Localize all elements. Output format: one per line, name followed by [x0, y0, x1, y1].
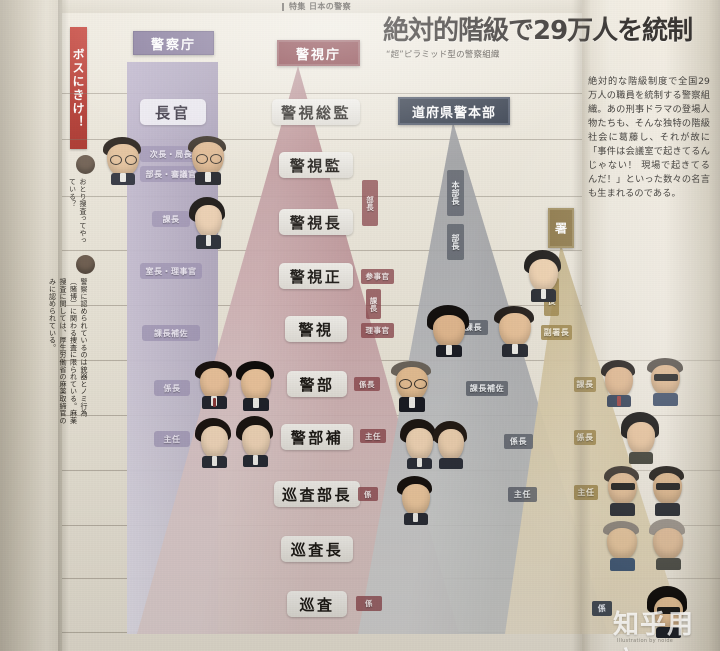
rank-keibuho[interactable]: 警部補 — [281, 424, 353, 450]
rank-keishicho[interactable]: 警視長 — [279, 209, 353, 235]
page-subtitle: “超”ピラミッド型の警察組織 — [386, 50, 500, 60]
org-badge-npa[interactable]: 警察庁 — [133, 31, 214, 55]
avatar — [604, 466, 640, 516]
rank-keibu[interactable]: 警部 — [287, 371, 347, 397]
kicker-text: 特集 日本の警察 — [289, 2, 351, 11]
rank-row-line — [62, 93, 582, 94]
avatar — [603, 521, 640, 571]
npa-post-kakaricho[interactable]: 係長 — [154, 380, 190, 396]
npa-post-chokan[interactable]: 長官 — [140, 99, 206, 125]
station-tag-fukushocho[interactable]: 副署長 — [541, 325, 572, 340]
page-title: 絶対的階級で29万人を統制 — [383, 16, 693, 46]
rank-junsabucho[interactable]: 巡査部長 — [274, 481, 360, 507]
pref-tag-kachohosa[interactable]: 課長補佐 — [466, 381, 508, 396]
rank-keishisei[interactable]: 警視正 — [279, 263, 353, 289]
mpd-tag-kakari-1[interactable]: 係 — [358, 487, 378, 501]
mpd-tag-kacho[interactable]: 課長 — [366, 289, 381, 319]
avatar — [400, 419, 437, 469]
npa-post-shitsucho[interactable]: 室長・理事官 — [140, 263, 202, 279]
org-badge-mpd[interactable]: 警視庁 — [277, 40, 360, 66]
illustrator-credit: Illustration by noide — [617, 638, 674, 644]
avatar — [427, 305, 470, 357]
avatar — [649, 519, 686, 570]
npa-post-jicho[interactable]: 次長・局長 — [140, 146, 202, 162]
avatar — [494, 306, 535, 357]
boss-sidebar-banner: ボスにきけ！ — [70, 27, 87, 149]
avatar — [397, 476, 433, 525]
rank-row-line — [62, 139, 582, 140]
station-tag-kacho[interactable]: 課長 — [574, 377, 596, 392]
pref-tag-shunin[interactable]: 主任 — [508, 487, 537, 502]
avatar — [647, 358, 684, 406]
boss-qa-item — [76, 255, 95, 276]
pref-tag-honbucho[interactable]: 本部長 — [447, 170, 464, 216]
station-tag-kakaricho[interactable]: 係長 — [574, 430, 596, 445]
rank-junsa[interactable]: 巡査 — [287, 591, 347, 617]
npa-post-bucho[interactable]: 部長・審議官 — [140, 166, 202, 182]
avatar — [391, 361, 432, 412]
avatar — [189, 197, 226, 249]
mpd-tag-shunin[interactable]: 主任 — [360, 429, 386, 443]
npa-post-kacho[interactable]: 課長 — [152, 211, 190, 227]
rank-keishikan[interactable]: 警視監 — [279, 152, 353, 178]
avatar — [76, 155, 95, 174]
kicker-rule-icon — [282, 2, 284, 11]
magazine-kicker: 特集 日本の警察 — [282, 1, 351, 12]
rank-keishisokan[interactable]: 警視総監 — [272, 99, 360, 125]
avatar — [188, 136, 227, 185]
avatar — [76, 255, 95, 274]
rank-keishi[interactable]: 警視 — [285, 316, 347, 342]
avatar — [195, 418, 232, 468]
pref-tag-kakaricho[interactable]: 係長 — [504, 434, 533, 449]
avatar — [647, 586, 688, 638]
pref-tag-bucho[interactable]: 部長 — [447, 224, 464, 260]
org-badge-station[interactable]: 署 — [548, 208, 574, 248]
mpd-tag-rijikan[interactable]: 理事官 — [361, 323, 394, 338]
npa-post-kachohosa[interactable]: 課長補佐 — [142, 325, 200, 341]
mpd-tag-kakaricho[interactable]: 係長 — [354, 377, 380, 391]
boss-qa-question-1: おとり捜査ってやっている？ — [68, 178, 88, 244]
station-tag-kakari[interactable]: 係 — [592, 601, 612, 616]
watermark: 知乎用户 — [613, 610, 695, 651]
page-top-rule — [62, 0, 582, 13]
org-badge-prefectural[interactable]: 道府県警本部 — [398, 97, 510, 125]
avatar — [621, 412, 660, 464]
lead-paragraph: 絶対的な階級制度で全国29万人の職員を統制する警察組織。あの刑事ドラマの登場人物… — [588, 76, 710, 199]
avatar — [195, 361, 233, 409]
npa-post-shunin[interactable]: 主任 — [154, 431, 190, 447]
mpd-tag-bucho[interactable]: 部長 — [362, 180, 378, 226]
station-tag-shunin[interactable]: 主任 — [574, 485, 598, 500]
mpd-tag-kakari-2[interactable]: 係 — [356, 596, 382, 611]
avatar — [103, 137, 142, 185]
paper-left-margin — [0, 0, 62, 651]
mpd-tag-sanjikan[interactable]: 参事官 — [361, 269, 394, 284]
avatar — [524, 250, 562, 302]
avatar — [649, 466, 685, 516]
avatar — [601, 360, 636, 407]
avatar — [433, 421, 468, 469]
avatar — [236, 361, 275, 411]
avatar — [236, 416, 274, 467]
boss-qa-answer-1: 警察に認められているのは銃器とノミ行為（賭博）に関わる捜査に限られている。麻薬捜… — [48, 278, 89, 424]
boss-qa-item — [76, 155, 95, 176]
rank-junsacho[interactable]: 巡査長 — [281, 536, 353, 562]
